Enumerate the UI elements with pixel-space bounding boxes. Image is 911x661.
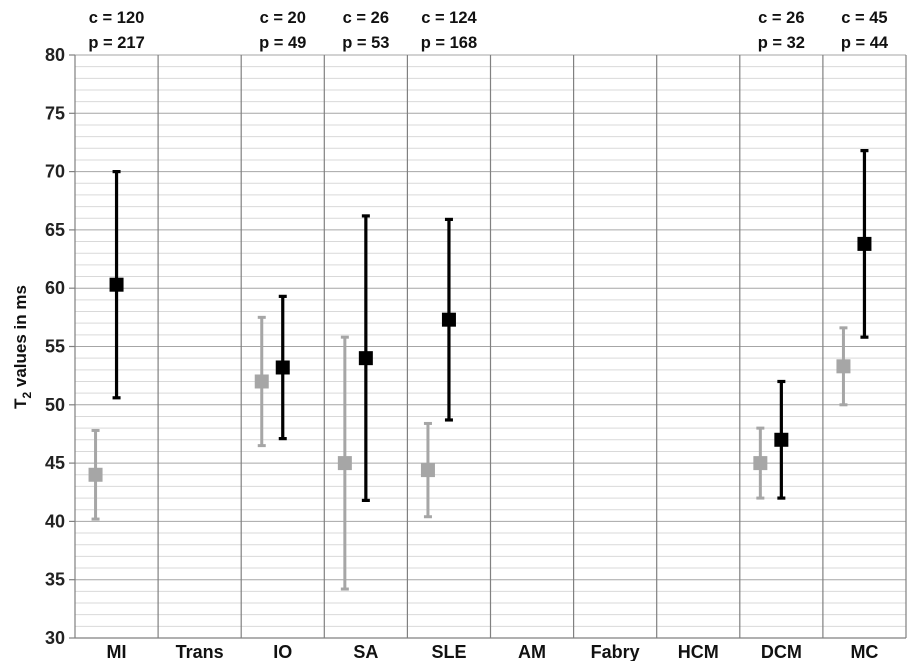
y-tick-label: 70 xyxy=(45,162,65,182)
x-category-label: SLE xyxy=(431,642,466,661)
y-tick-label: 50 xyxy=(45,395,65,415)
y-tick-label: 40 xyxy=(45,511,65,531)
square-marker xyxy=(420,463,435,478)
x-category-label: MC xyxy=(850,642,878,661)
plot-frame xyxy=(69,54,907,639)
patient-count-label: p = 44 xyxy=(841,34,889,52)
square-marker xyxy=(753,456,768,471)
y-axis-title: T2 values in ms xyxy=(11,285,34,409)
patient-count-label: p = 49 xyxy=(259,34,306,52)
y-tick-label: 65 xyxy=(45,220,65,240)
x-category-label: IO xyxy=(273,642,292,661)
square-marker xyxy=(836,359,851,374)
control-count-label: c = 124 xyxy=(421,9,477,27)
square-marker xyxy=(441,312,456,327)
y-tick-label: 55 xyxy=(45,337,65,357)
patient-count-label: p = 217 xyxy=(88,34,144,52)
square-marker xyxy=(774,432,789,447)
control-count-label: c = 26 xyxy=(343,9,389,27)
x-category-label: Fabry xyxy=(591,642,640,661)
control-count-label: c = 45 xyxy=(841,9,887,27)
x-category-label: Trans xyxy=(176,642,224,661)
patient-count-label: p = 32 xyxy=(758,34,805,52)
control-count-label: c = 120 xyxy=(89,9,145,27)
y-tick-label: 75 xyxy=(45,103,65,123)
square-marker xyxy=(337,456,352,471)
x-category-label: MI xyxy=(107,642,127,661)
square-marker xyxy=(88,467,103,482)
square-marker xyxy=(857,236,872,251)
x-category-label: HCM xyxy=(678,642,719,661)
control-count-label: c = 26 xyxy=(758,9,804,27)
x-category-label: SA xyxy=(353,642,378,661)
y-tick-label: 45 xyxy=(45,453,65,473)
square-marker xyxy=(109,277,124,292)
y-axis-tick-labels: 30 35 40 45 50 55 60 65 70 75 80 xyxy=(45,45,65,648)
patient-count-label: p = 168 xyxy=(421,34,477,52)
x-category-label: AM xyxy=(518,642,546,661)
y-tick-label: 30 xyxy=(45,628,65,648)
data-markers xyxy=(88,236,872,482)
x-axis-category-labels: MI Trans IO SA SLE AM Fabry HCM DCM MC xyxy=(107,642,879,661)
square-marker xyxy=(254,374,269,389)
sample-count-labels: c = 120 p = 217 c = 20 p = 49 c = 26 p = 53 c … xyxy=(88,9,889,52)
category-separators xyxy=(157,55,824,638)
square-marker xyxy=(275,360,290,375)
x-category-label: DCM xyxy=(761,642,802,661)
control-count-label: c = 20 xyxy=(260,9,306,27)
patient-count-label: p = 53 xyxy=(342,34,389,52)
y-tick-label: 60 xyxy=(45,278,65,298)
square-marker xyxy=(358,351,373,366)
y-tick-label: 80 xyxy=(45,45,65,65)
y-tick-label: 35 xyxy=(45,570,65,590)
